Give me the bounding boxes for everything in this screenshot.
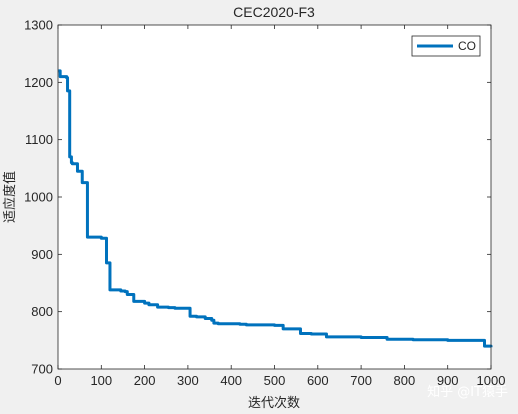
x-axis-ticks: 0 100 200 300 400 500 600 700 800 900 1000: [54, 25, 505, 388]
axes-box: [57, 24, 492, 370]
x-tick-label-400: 400: [220, 373, 242, 388]
x-tick-label-0: 0: [54, 373, 61, 388]
x-tick-label-100: 100: [90, 373, 112, 388]
y-axis-label: 适应度值: [2, 171, 18, 223]
x-tick-label-300: 300: [177, 373, 199, 388]
y-axis-ticks: 700 800 900 1000 1100 1200 1300: [24, 18, 491, 377]
y-tick-label-1100: 1100: [25, 132, 53, 147]
x-tick-label-200: 200: [134, 373, 156, 388]
watermark: 知乎 @IT猿手: [427, 384, 508, 400]
x-tick-label-700: 700: [350, 373, 372, 388]
series-layer: [58, 69, 493, 348]
y-tick-label-900: 900: [31, 247, 53, 262]
x-axis-label: 迭代次数: [248, 395, 300, 411]
x-tick-label-500: 500: [264, 373, 286, 388]
x-tick-label-600: 600: [307, 373, 329, 388]
x-tick-label-900: 900: [437, 373, 459, 388]
y-tick-label-1200: 1200: [24, 75, 53, 90]
x-tick-label-1000: 1000: [477, 373, 506, 388]
y-tick-label-1000: 1000: [24, 190, 53, 205]
x-tick-label-800: 800: [394, 373, 416, 388]
y-tick-label-800: 800: [31, 304, 53, 319]
y-tick-label-1300: 1300: [24, 18, 53, 33]
legend-label-co: CO: [458, 39, 476, 53]
chart-title: CEC2020-F3: [233, 4, 315, 20]
legend: CO: [411, 35, 481, 57]
series-line-co: [58, 69, 493, 348]
y-tick-label-700: 700: [31, 362, 53, 377]
plot-area: [58, 25, 491, 369]
